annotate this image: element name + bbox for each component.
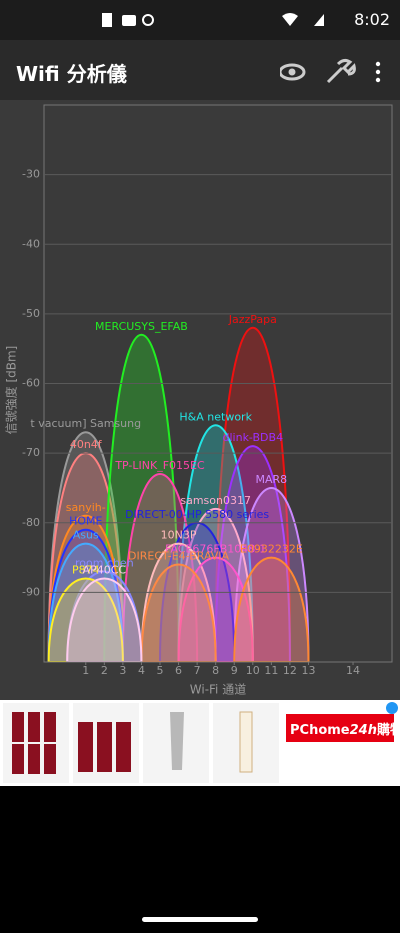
- chart: 信號強度 [dBm] Wi-Fi 通道 -30 -40 -50 -60 -70 -80 -9…: [0, 100, 400, 700]
- x-tick-label: 11: [264, 664, 278, 677]
- network-label: JazzPapa: [228, 313, 277, 326]
- y-tick-label: -60: [22, 377, 40, 390]
- y-tick-label: -30: [22, 168, 40, 181]
- x-tick-label: 2: [101, 664, 108, 677]
- network-label: 40n4f: [70, 438, 103, 451]
- ad-badge: 24h: [349, 723, 377, 738]
- x-tick-label: 7: [194, 664, 201, 677]
- x-tick-label: 1: [82, 664, 89, 677]
- network-label: sanyih-: [66, 501, 106, 514]
- network-arc: [140, 563, 217, 662]
- network-label: FACE676FB1048-1: [165, 543, 266, 556]
- ad-suffix: 購物: [376, 723, 400, 738]
- network-label: HOME: [69, 515, 102, 528]
- x-tick-label: 9: [231, 664, 238, 677]
- y-axis-title: 信號強度 [dBm]: [4, 346, 19, 435]
- status-icons: [102, 13, 154, 27]
- ad-brand: PChome24h購物: [290, 719, 400, 738]
- network-label: H&A network: [179, 410, 252, 423]
- network-label: 10N3P: [161, 529, 197, 542]
- network-arc: [177, 424, 254, 662]
- x-tick-label: 10: [246, 664, 260, 677]
- x-tick-label: 4: [138, 664, 145, 677]
- y-tick-label: -50: [22, 307, 40, 320]
- toolbar-icons[interactable]: [280, 52, 390, 92]
- network-arc: [233, 556, 310, 662]
- network-label: t vacuum] Samsung: [30, 417, 141, 430]
- x-tick-label: 13: [301, 664, 315, 677]
- x-tick-label: 6: [175, 664, 182, 677]
- ad-brand-name: PChome: [290, 723, 350, 738]
- network-label: MERCUSYS_EFAB: [95, 320, 188, 333]
- y-tick-label: -70: [22, 446, 40, 459]
- network-label: samson0317: [180, 494, 251, 507]
- network-label: P874: [72, 563, 100, 576]
- y-tick-label: -90: [22, 585, 40, 598]
- app-title: Wifi 分析儀: [16, 62, 127, 86]
- network-label: DIRECT-00-HP 5580 series: [125, 508, 269, 521]
- status-bar: 8:02: [0, 0, 400, 40]
- y-tick-label: -40: [22, 237, 40, 250]
- app-bar: Wifi 分析儀: [0, 40, 400, 100]
- y-tick-label: -80: [22, 516, 40, 529]
- network-arc: [177, 507, 254, 662]
- network-arc: [47, 542, 124, 662]
- clock: 8:02: [354, 10, 390, 29]
- x-tick-label: 5: [157, 664, 164, 677]
- ad-banner[interactable]: PChome24h購物: [0, 700, 400, 786]
- network-arc: [214, 445, 291, 662]
- network-label: E0932232E: [240, 543, 303, 556]
- network-arc: [214, 326, 291, 662]
- ad-products: [3, 702, 398, 783]
- network-label: Asus: [73, 529, 99, 542]
- nav-handle[interactable]: [142, 917, 258, 922]
- x-tick-label: 12: [283, 664, 297, 677]
- network-arc: [66, 577, 143, 662]
- network-label: MAR8: [256, 473, 288, 486]
- network-label: AP40CC: [83, 563, 127, 576]
- system-icons: [282, 13, 324, 26]
- x-tick-label: 14: [346, 664, 360, 677]
- x-tick-label: 3: [119, 664, 126, 677]
- network-label: TP-LINK_F015EC: [114, 459, 205, 472]
- x-tick-label: 8: [212, 664, 219, 677]
- network-label: DIRECT-E4-BRAVIA: [128, 550, 230, 563]
- x-axis-title: Wi-Fi 通道: [190, 683, 246, 697]
- network-label: dlink-BDB4: [223, 431, 284, 444]
- network-label: room chen: [75, 556, 134, 569]
